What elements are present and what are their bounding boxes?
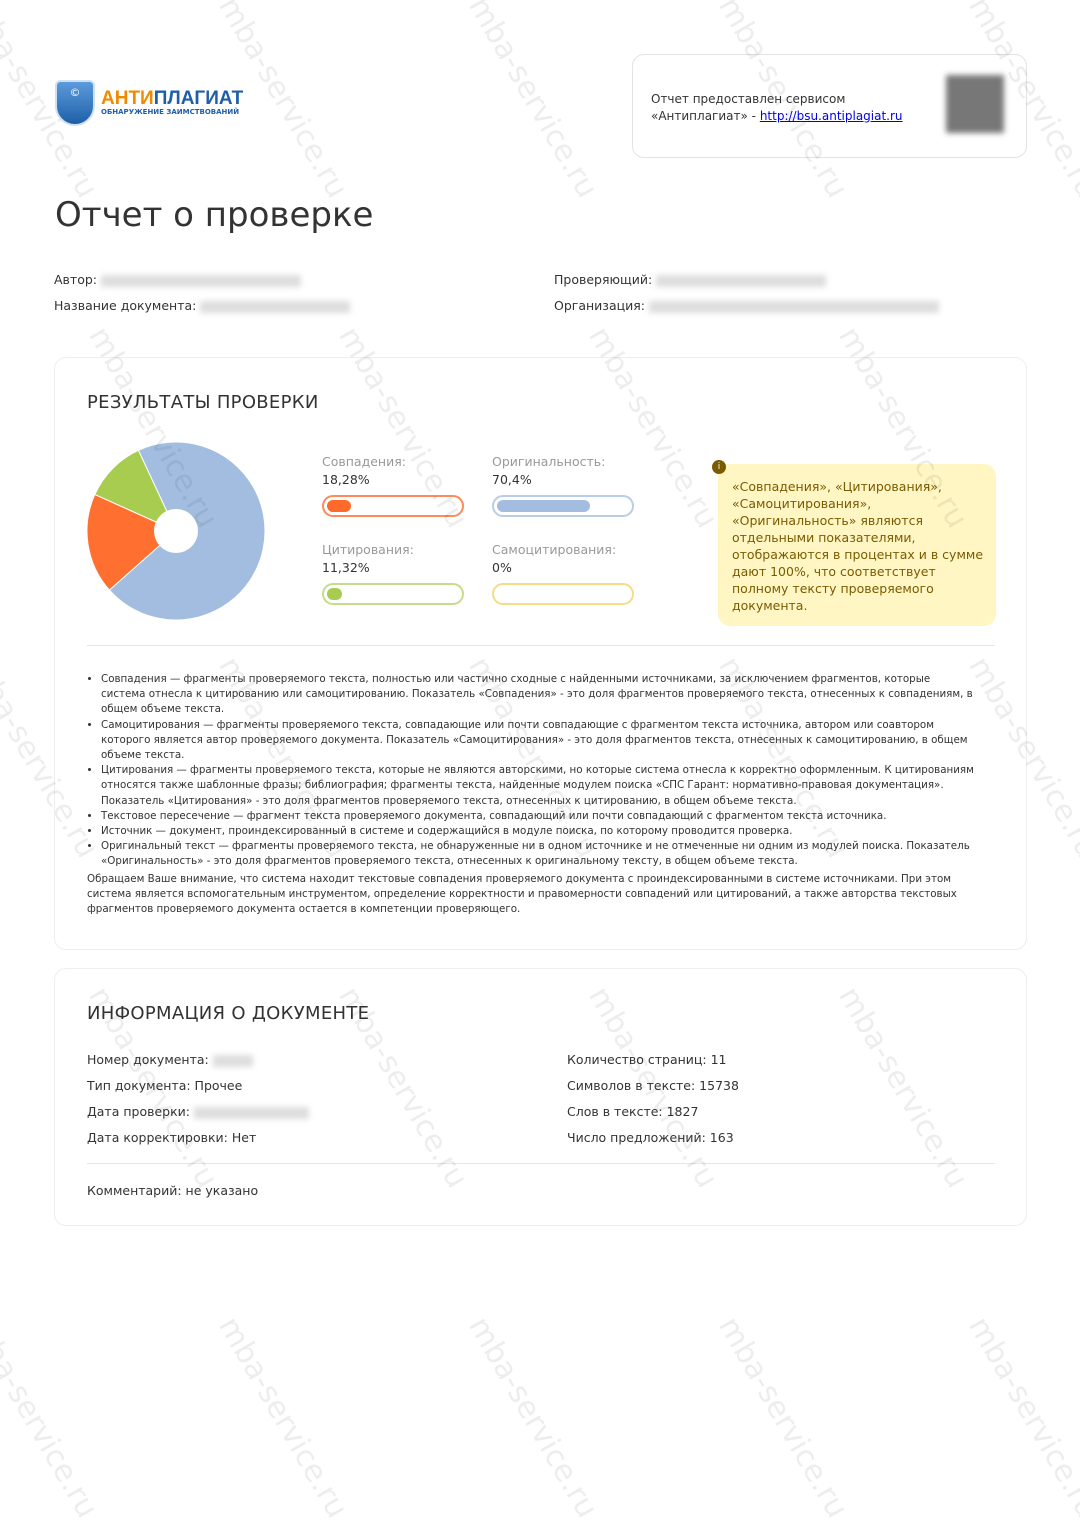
watermark: mba-service.ru [0,1310,105,1525]
check-date: Дата проверки: [87,1104,190,1119]
redacted [101,274,301,287]
redacted [212,1054,253,1067]
definition-item: Совпадения — фрагменты проверяемого текс… [101,672,977,718]
info-note: «Совпадения», «Цитирования», «Самоцитиро… [718,464,996,626]
metric-label: Совпадения: [322,454,406,469]
pie-slice-matches [86,493,177,591]
divider [87,1163,995,1164]
doc-type: Тип документа: Прочее [87,1078,243,1093]
watermark: mba-service.ru [461,1310,605,1525]
word-count: Слов в тексте: 1827 [567,1104,699,1119]
bar-fill [327,500,352,512]
watermark: mba-service.ru [461,0,605,205]
doc-name-field: Название документа: [54,298,351,313]
page-title: Отчет о проверке [55,195,374,235]
watermark: mba-service.ru [211,1310,355,1525]
label: Проверяющий: [554,272,653,287]
watermark: mba-service.ru [961,1310,1080,1525]
definition-item: Цитирования — фрагменты проверяемого тек… [101,763,977,809]
bar-fill [497,588,629,600]
definition-item: Текстовое пересечение — фрагмент текста … [101,809,977,824]
definitions-list: Совпадения — фрагменты проверяемого текс… [87,672,977,870]
metric-matches: Совпадения: 18,28% [322,454,464,517]
results-card: РЕЗУЛЬТАТЫ ПРОВЕРКИ Совпадения: 18,28% О… [54,357,1027,950]
metric-value: 70,4% [492,472,532,487]
provider-link[interactable]: http://bsu.antiplagiat.ru [759,109,903,123]
watermark: mba-service.ru [711,1310,855,1525]
provider-text: «Антиплагиат» - [651,109,760,123]
redacted [193,1106,309,1119]
document-info-card: ИНФОРМАЦИЯ О ДОКУМЕНТЕ Номер документа: … [54,968,1027,1226]
originality-bar [492,495,634,517]
logo-tagline: ОБНАРУЖЕНИЕ ЗАИМСТВОВАНИЙ [101,108,240,116]
donut-hole [154,509,198,553]
metric-label: Самоцитирования: [492,542,617,557]
logo-text: АНТИ [101,88,154,109]
doc-number: Номер документа: [87,1052,209,1067]
metric-value: 18,28% [322,472,370,487]
checker-field: Проверяющий: [554,272,827,287]
bar-fill [327,588,342,600]
definition-item: Источник — документ, проиндексированный … [101,824,977,839]
self-citations-bar [492,583,634,605]
provider-text: Отчет предоставлен сервисом [651,92,846,106]
correction-date: Дата корректировки: Нет [87,1130,257,1145]
info-icon: i [712,460,726,474]
label: Автор: [54,272,97,287]
sentence-count: Число предложений: 163 [567,1130,734,1145]
org-field: Организация: [554,298,939,313]
antiplagiat-logo: © АНТИПЛАГИАТ ОБНАРУЖЕНИЕ ЗАИМСТВОВАНИЙ [55,80,243,126]
section-heading: ИНФОРМАЦИЯ О ДОКУМЕНТЕ [87,1003,370,1024]
metric-self-citations: Самоцитирования: 0% [492,542,634,605]
redacted [648,300,939,313]
redacted [200,300,351,313]
docinfo-right: Количество страниц: 11 Символов в тексте… [567,1047,739,1151]
page-count: Количество страниц: 11 [567,1052,727,1067]
metric-label: Оригинальность: [492,454,606,469]
char-count: Символов в тексте: 15738 [567,1078,739,1093]
matches-bar [322,495,464,517]
metric-value: 0% [492,560,512,575]
results-donut-chart [86,441,266,621]
metric-citations: Цитирования: 11,32% [322,542,464,605]
section-heading: РЕЗУЛЬТАТЫ ПРОВЕРКИ [87,392,319,413]
logo-text: ПЛАГИАТ [153,88,244,109]
qr-code [946,75,1004,133]
shield-icon: © [55,80,95,126]
definition-item: Оригинальный текст — фрагменты проверяем… [101,839,977,869]
metric-originality: Оригинальность: 70,4% [492,454,634,517]
metric-label: Цитирования: [322,542,414,557]
label: Организация: [554,298,645,313]
redacted [656,274,827,287]
label: Название документа: [54,298,197,313]
docinfo-left: Номер документа: Тип документа: Прочее Д… [87,1047,309,1151]
bar-fill [497,500,590,512]
disclaimer: Обращаем Ваше внимание, что система нахо… [87,873,957,916]
pie-slice-citations [94,449,178,533]
comment: Комментарий: не указано [87,1183,259,1198]
metric-value: 11,32% [322,560,370,575]
divider [87,645,995,646]
citations-bar [322,583,464,605]
provider-box: Отчет предоставлен сервисом «Антиплагиат… [632,54,1027,158]
author-field: Автор: [54,272,301,287]
definition-item: Самоцитирования — фрагменты проверяемого… [101,718,977,764]
